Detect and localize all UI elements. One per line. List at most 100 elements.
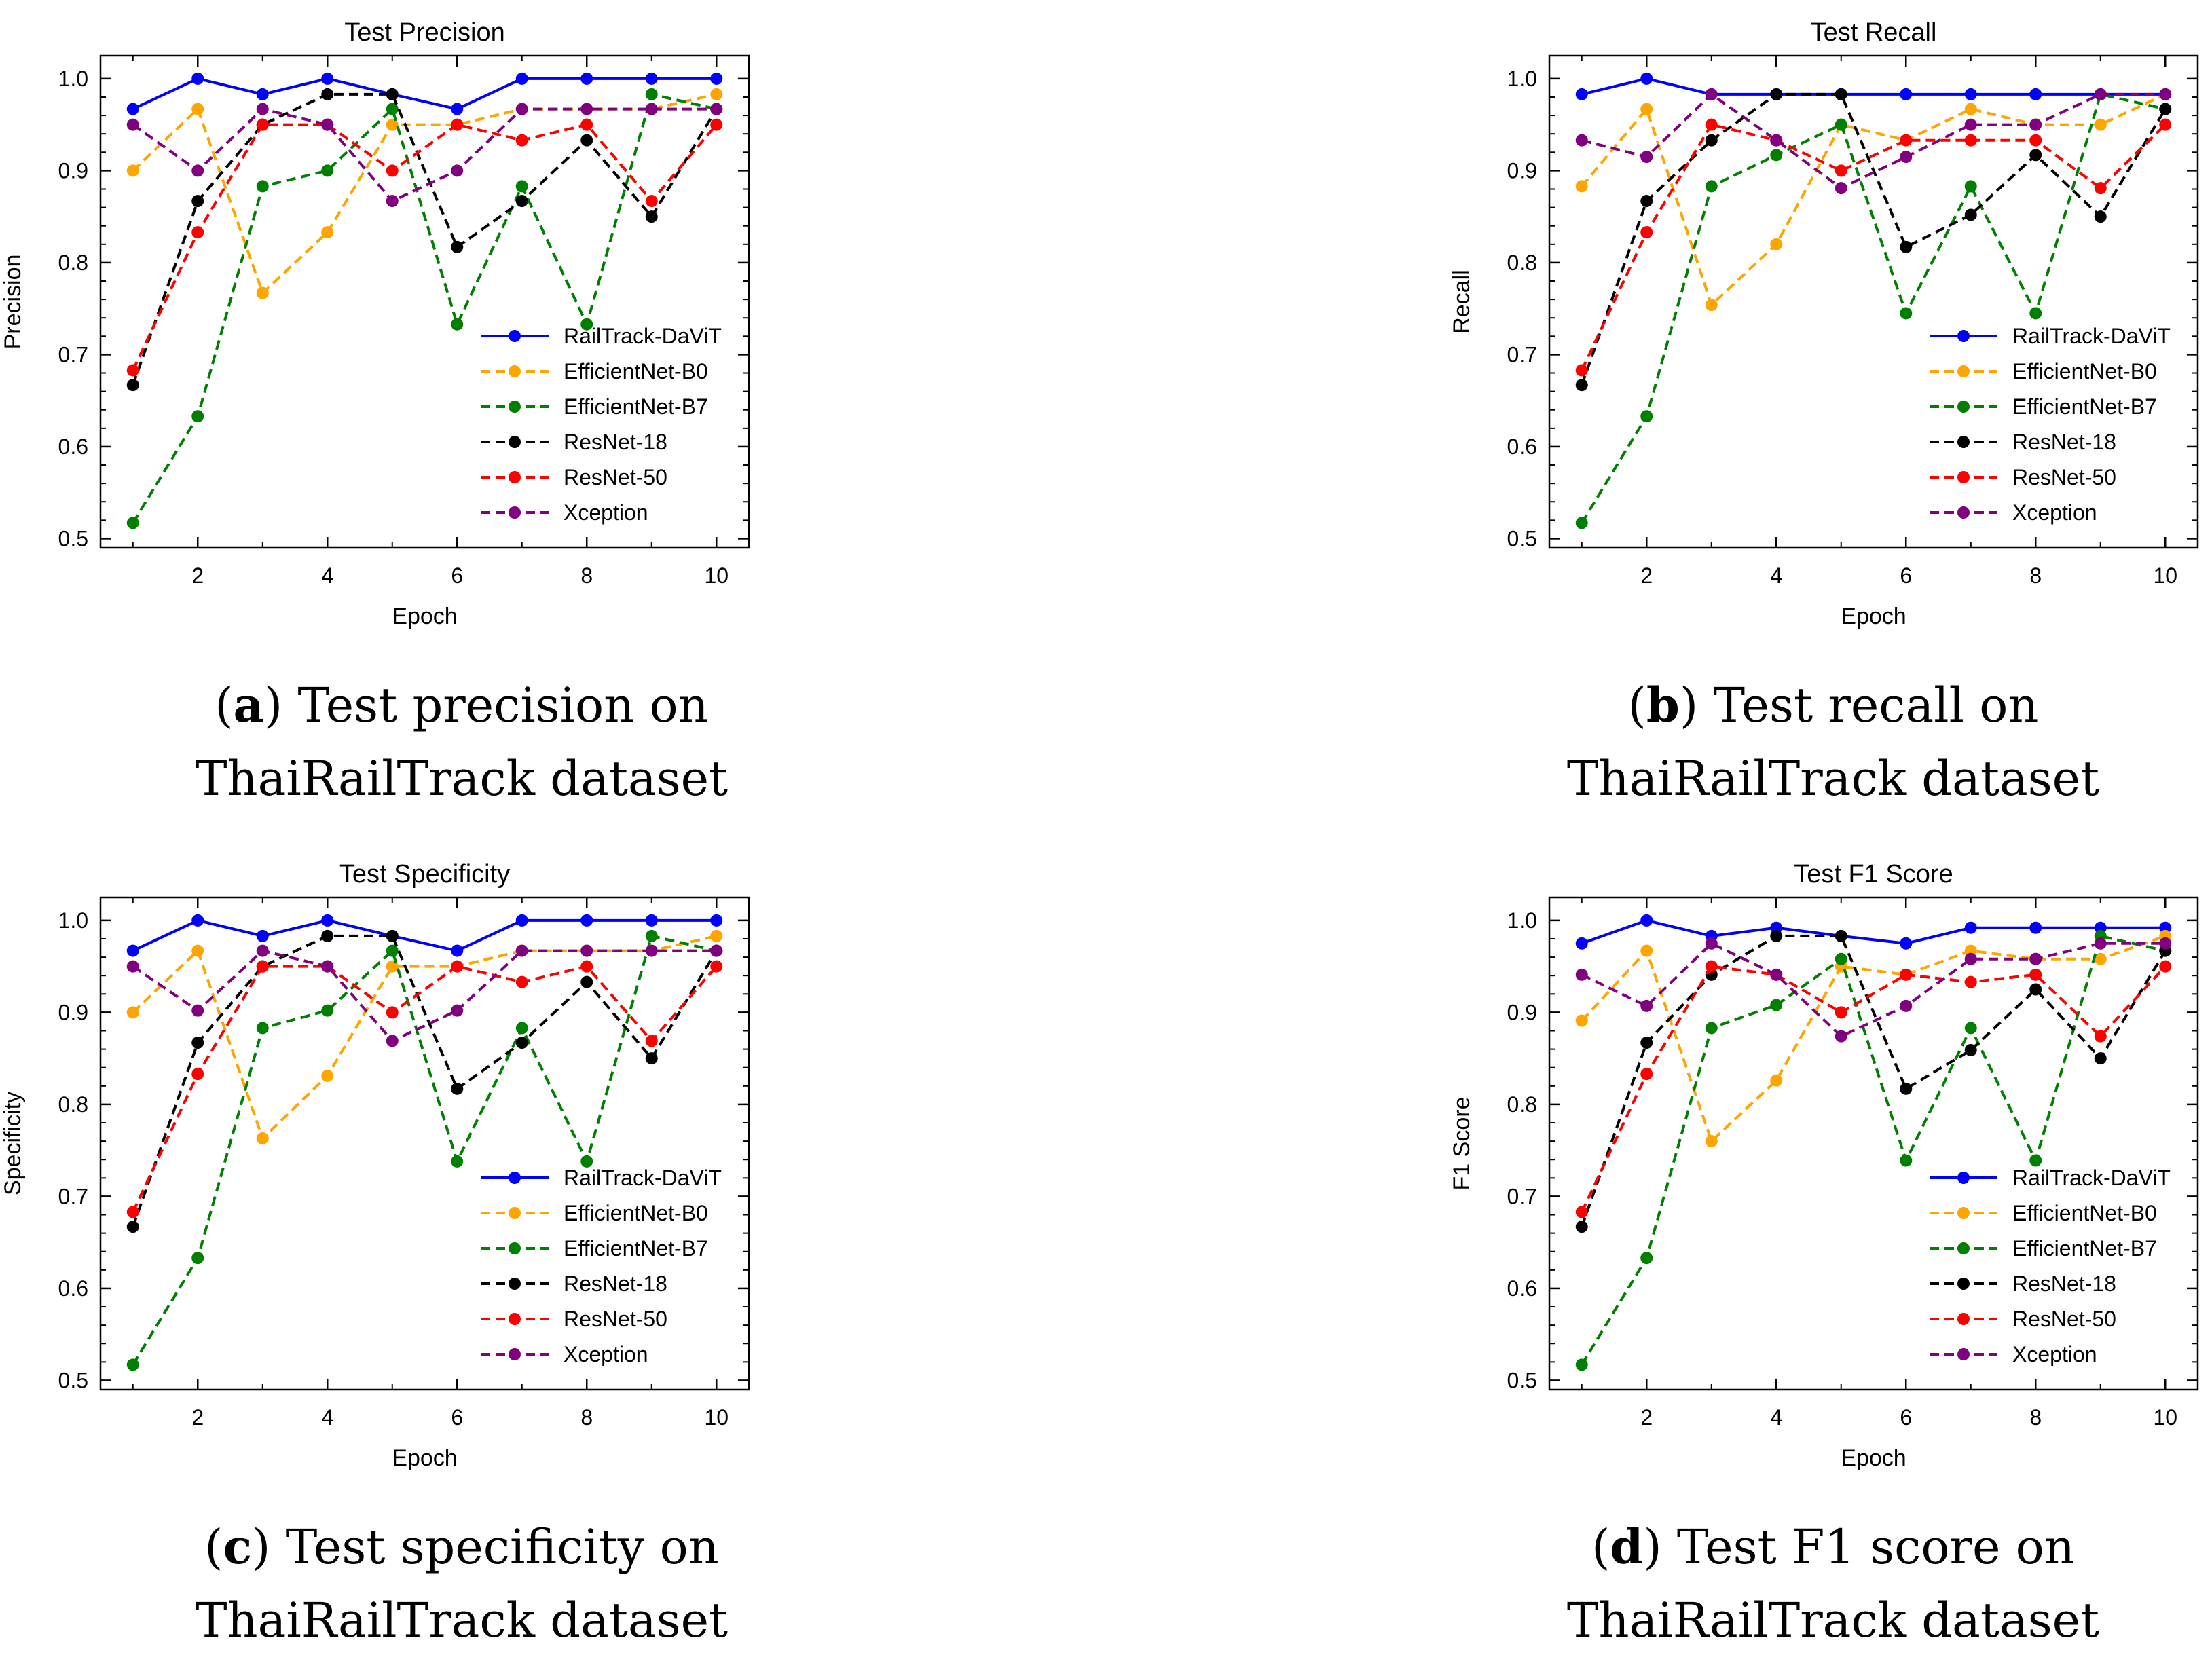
- data-point: [580, 914, 593, 927]
- data-point: [321, 226, 334, 239]
- legend-label: ResNet-18: [2012, 1271, 2116, 1296]
- data-point: [1640, 999, 1653, 1012]
- legend-marker: [1957, 1348, 1970, 1360]
- legend-marker: [1957, 1313, 1970, 1325]
- legend-label: ResNet-18: [2012, 430, 2116, 454]
- series-line: [1581, 93, 2167, 307]
- legend-marker: [1957, 471, 1970, 483]
- series-line: [132, 918, 717, 952]
- data-point: [321, 960, 334, 973]
- caption-d-letter: d: [1610, 1519, 1644, 1575]
- series-line: [1580, 934, 2167, 1227]
- data-point: [191, 1252, 204, 1265]
- series-efficientnet-b7: [126, 929, 723, 1371]
- y-tick-label: 0.5: [1507, 1368, 1537, 1392]
- legend-marker: [1957, 401, 1970, 413]
- data-point: [645, 944, 658, 957]
- series-line: [131, 965, 718, 1213]
- series-line: [131, 934, 718, 1227]
- data-point: [1575, 88, 1588, 100]
- caption-c-line1: (c) Test specificity on: [204, 1519, 719, 1575]
- chart-panel-3: Test Specificity Epoch Specificity 2 4 6 8 10 0.…: [0, 860, 750, 1471]
- data-point: [451, 164, 464, 177]
- data-point: [451, 1155, 464, 1168]
- data-point: [386, 103, 399, 115]
- legend-marker: [509, 1348, 521, 1360]
- data-point: [256, 118, 269, 131]
- data-point: [191, 944, 204, 957]
- data-point: [1835, 164, 1847, 177]
- y-tick-label: 0.7: [1507, 1184, 1537, 1208]
- data-point: [126, 944, 139, 957]
- series-xception: [126, 103, 723, 208]
- data-point: [1964, 134, 1977, 147]
- data-point: [256, 960, 269, 973]
- series-line: [132, 92, 717, 524]
- data-point: [2159, 88, 2172, 100]
- series-xception: [1575, 88, 2172, 195]
- series-efficientnet-b0: [1575, 88, 2172, 312]
- y-tick-label: 0.8: [1507, 250, 1537, 275]
- series-line: [1581, 935, 2166, 1143]
- legend-marker: [509, 506, 521, 519]
- y-tick-label: 0.5: [1507, 526, 1537, 551]
- data-point: [1835, 929, 1847, 942]
- data-point: [191, 1068, 204, 1081]
- data-point: [126, 379, 139, 392]
- data-point: [1835, 118, 1847, 131]
- data-point: [256, 944, 269, 957]
- caption-b: (b) Test recall on ThaiRailTrack dataset: [1494, 669, 2173, 815]
- y-tick-label: 0.8: [58, 1092, 88, 1117]
- data-point: [1964, 88, 1977, 100]
- data-point: [580, 72, 593, 85]
- data-point: [515, 1022, 528, 1035]
- legend: RailTrack-DaViT EfficientNet-B0 EfficientN…: [481, 1166, 722, 1366]
- legend-label: EfficientNet-B0: [564, 1201, 708, 1225]
- chart-panel-4: Test F1 Score Epoch F1 Score 2 4 6 8 10 0.5 0.6 0.…: [1449, 860, 2199, 1471]
- data-point: [1575, 364, 1588, 377]
- data-point: [710, 103, 723, 115]
- legend-label: EfficientNet-B7: [2012, 394, 2157, 419]
- caption-d-line2: ThaiRailTrack dataset: [1566, 1593, 2100, 1648]
- data-point: [256, 1022, 269, 1035]
- legend-marker: [1957, 506, 1970, 519]
- data-point: [645, 1035, 658, 1047]
- caption-a-line2: ThaiRailTrack dataset: [195, 751, 729, 806]
- data-point: [1705, 118, 1718, 131]
- x-axis-label: Epoch: [1841, 603, 1906, 629]
- data-point: [1640, 944, 1653, 957]
- data-point: [256, 929, 269, 942]
- series-resnet-18: [1575, 88, 2172, 392]
- data-point: [386, 929, 399, 942]
- x-tick-label: 2: [191, 563, 204, 588]
- data-point: [1640, 1037, 1653, 1049]
- data-point: [191, 1004, 204, 1017]
- data-point: [710, 960, 723, 973]
- data-point: [2094, 210, 2107, 223]
- data-point: [191, 103, 204, 115]
- data-point: [1770, 968, 1783, 981]
- data-point: [321, 118, 334, 131]
- data-point: [1640, 1068, 1653, 1081]
- x-axis-label: Epoch: [1841, 1445, 1906, 1471]
- data-point: [1705, 88, 1718, 100]
- chart-title: Test Precision: [344, 18, 505, 47]
- data-point: [1770, 1074, 1783, 1087]
- data-point: [580, 118, 593, 131]
- data-point: [451, 944, 464, 957]
- data-point: [2029, 88, 2042, 100]
- data-point: [1900, 88, 1913, 100]
- data-point: [1770, 149, 1783, 162]
- chart-panel-2: Test Recall Epoch Recall 2 4 6 8 10 0.5 0.6 0.7 0.8…: [1449, 18, 2199, 629]
- legend-label: ResNet-50: [564, 1307, 667, 1331]
- data-point: [2029, 118, 2042, 131]
- y-tick-label: 0.8: [1507, 1092, 1537, 1117]
- data-point: [191, 195, 204, 208]
- data-point: [580, 318, 593, 331]
- series-line: [132, 949, 717, 1043]
- legend-label: Xception: [564, 1342, 648, 1366]
- data-point: [451, 240, 464, 253]
- data-point: [1575, 1206, 1588, 1218]
- data-point: [386, 1035, 399, 1047]
